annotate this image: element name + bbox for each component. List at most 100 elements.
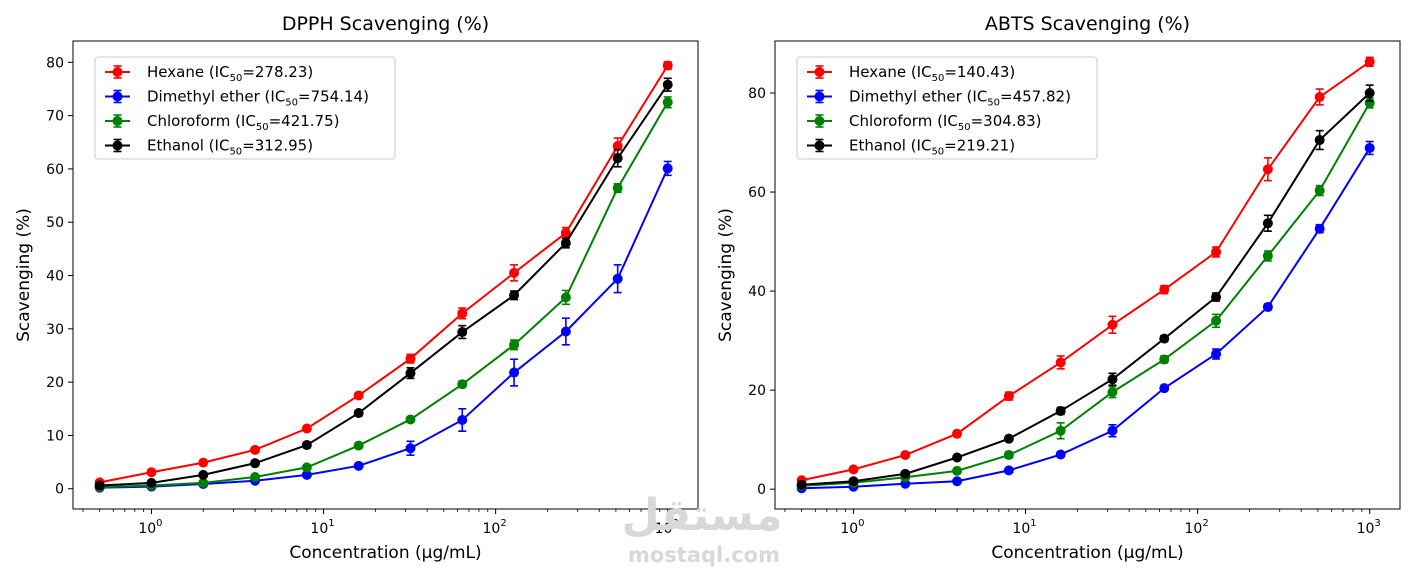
data-point: [1107, 374, 1118, 385]
data-point: [198, 477, 209, 488]
data-point: [796, 479, 807, 490]
data-point: [1314, 185, 1325, 196]
data-point: [1211, 315, 1222, 326]
y-tick-label: 30: [46, 322, 64, 338]
data-point: [1364, 142, 1375, 153]
legend-marker: [814, 91, 825, 102]
legend-marker: [814, 140, 825, 151]
data-point: [1211, 292, 1222, 303]
y-tick-label: 10: [46, 428, 64, 444]
y-tick-label: 20: [46, 375, 64, 391]
legend-entry: Hexane (IC50=140.43): [807, 63, 1015, 84]
legend-entry: Hexane (IC50=278.23): [105, 63, 313, 84]
data-point: [301, 469, 312, 480]
data-point: [560, 292, 571, 303]
data-point: [94, 480, 105, 491]
legend-label: Chloroform (IC50=304.83): [849, 112, 1041, 133]
legend-entry: Ethanol (IC50=219.21): [807, 137, 1015, 158]
series-line: [99, 167, 669, 489]
data-point: [848, 464, 859, 475]
data-point: [1262, 164, 1273, 175]
data-point: [1107, 387, 1118, 398]
data-point: [662, 97, 673, 108]
data-point: [353, 460, 364, 471]
legend-entry: Dimethyl ether (IC50=457.82): [807, 88, 1071, 109]
series-line: [99, 84, 669, 487]
legend-entry: Dimethyl ether (IC50=754.14): [105, 88, 369, 109]
data-point: [146, 467, 157, 478]
data-point: [509, 290, 520, 301]
data-point: [250, 444, 261, 455]
data-point: [560, 238, 571, 249]
data-point: [662, 79, 673, 90]
x-tick-label: 101: [310, 518, 334, 537]
data-point: [612, 183, 623, 194]
legend-label: Hexane (IC50=140.43): [849, 63, 1015, 84]
data-point: [1159, 354, 1170, 365]
data-point: [1211, 246, 1222, 257]
y-tick-label: 50: [46, 215, 64, 231]
data-point: [1314, 223, 1325, 234]
data-point: [405, 443, 416, 454]
data-point: [457, 379, 468, 390]
watermark-site: mostaql.com: [628, 543, 780, 567]
data-point: [900, 468, 911, 479]
data-point: [405, 353, 416, 364]
chart-title: ABTS Scavenging (%): [985, 13, 1190, 35]
data-point: [1055, 357, 1066, 368]
data-point: [662, 163, 673, 174]
data-point: [1003, 465, 1014, 476]
data-point: [509, 339, 520, 350]
series-hexane: [796, 56, 1375, 486]
y-tick-label: 60: [748, 185, 766, 201]
data-point: [353, 390, 364, 401]
data-point: [1159, 284, 1170, 295]
data-point: [952, 452, 963, 463]
data-point: [509, 267, 520, 278]
data-point: [1107, 319, 1118, 330]
data-point: [900, 450, 911, 461]
y-tick-label: 60: [46, 162, 64, 178]
series-line: [801, 102, 1371, 487]
legend-label: Ethanol (IC50=312.95): [147, 137, 313, 158]
data-point: [146, 477, 157, 488]
legend-entry: Chloroform (IC50=304.83): [807, 112, 1041, 133]
series-line: [801, 92, 1371, 486]
legend-entry: Chloroform (IC50=421.75): [105, 112, 339, 133]
data-point: [560, 326, 571, 337]
y-axis-label: Scavenging (%): [716, 208, 736, 342]
data-point: [301, 423, 312, 434]
series-ethanol: [796, 84, 1375, 490]
data-point: [457, 327, 468, 338]
legend-entry: Ethanol (IC50=312.95): [105, 137, 313, 158]
y-axis-label: Scavenging (%): [14, 208, 34, 342]
data-point: [301, 462, 312, 473]
data-point: [457, 414, 468, 425]
data-point: [848, 476, 859, 487]
y-tick-label: 80: [748, 86, 766, 102]
series-line: [801, 147, 1371, 490]
series-chloroform: [796, 97, 1375, 491]
legend-marker: [112, 116, 123, 126]
y-tick-label: 70: [46, 109, 64, 125]
x-tick-label: 100: [138, 518, 162, 537]
data-point: [250, 472, 261, 483]
y-tick-label: 20: [748, 383, 766, 399]
data-point: [612, 141, 623, 152]
data-point: [1003, 450, 1014, 461]
data-point: [560, 227, 571, 238]
legend-label: Dimethyl ether (IC50=457.82): [849, 88, 1071, 109]
legend-label: Dimethyl ether (IC50=754.14): [147, 88, 369, 109]
data-point: [1262, 250, 1273, 261]
legend-label: Hexane (IC50=278.23): [147, 63, 313, 84]
data-point: [353, 440, 364, 451]
y-tick-label: 40: [46, 269, 64, 285]
legend-label: Ethanol (IC50=219.21): [849, 137, 1015, 158]
series-ethanol: [94, 77, 673, 491]
data-point: [1211, 348, 1222, 359]
y-tick-label: 0: [55, 482, 64, 498]
legend-marker: [112, 67, 123, 77]
data-point: [250, 458, 261, 469]
data-point: [198, 457, 209, 468]
